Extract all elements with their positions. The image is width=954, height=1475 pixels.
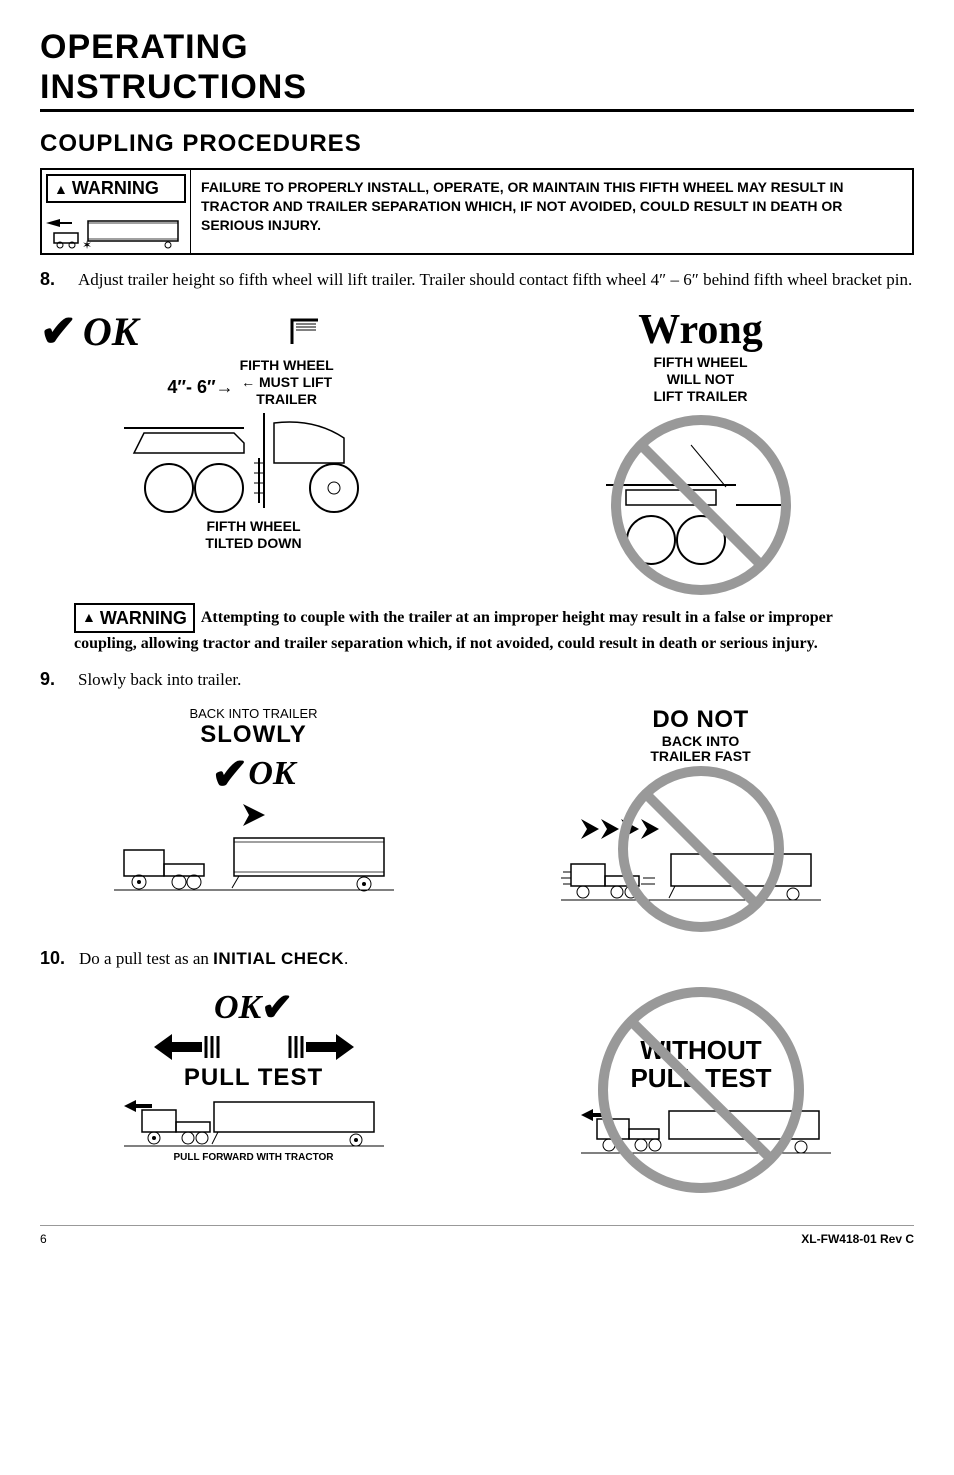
diagram-9-ok: BACK INTO TRAILER SLOWLY ✔ OK xyxy=(40,706,467,935)
diagram-10-ok: OK ✔ PULL TEST PULL FORWARD WITH TRACTOR xyxy=(40,985,467,1195)
wrong-caption-2: WILL NOT xyxy=(487,371,914,388)
step-8-number: 8. xyxy=(40,269,64,292)
ok-bottom-caption-1: FIFTH WHEEL xyxy=(40,518,467,535)
section-subtitle: COUPLING PROCEDURES xyxy=(40,130,914,158)
step-9-text: Slowly back into trailer. xyxy=(78,669,241,692)
page-title-line2: INSTRUCTIONS xyxy=(40,70,914,106)
step-10-number: 10. xyxy=(40,948,65,971)
svg-text:✶: ✶ xyxy=(82,238,92,249)
wrong-caption-1: FIFTH WHEEL xyxy=(487,354,914,371)
check-icon: ✔ xyxy=(40,306,77,357)
diagram-8-ok: ✔ OK 4″- 6″→ FIFTH WHEEL ← MUST LIFT TRA… xyxy=(40,306,467,594)
page-footer: 6 XL-FW418-01 Rev C xyxy=(40,1225,914,1246)
check-icon: ✔ xyxy=(211,749,248,800)
do-not-sub-2: TRAILER FAST xyxy=(487,749,914,764)
pull-forward-caption: PULL FORWARD WITH TRACTOR xyxy=(40,1152,467,1163)
slow-arrow-icon xyxy=(239,800,269,830)
page-title-line1: OPERATING xyxy=(40,30,914,66)
doc-revision: XL-FW418-01 Rev C xyxy=(801,1232,914,1246)
inline-warning-badge: WARNING xyxy=(74,603,195,633)
dimension-label: 4″- 6″→ xyxy=(167,377,233,399)
step-9: 9. Slowly back into trailer. xyxy=(40,669,914,692)
top-warning-box: WARNING ✶ FAILURE TO PROPERLY INSTALL, O… xyxy=(40,168,914,255)
wrong-label: Wrong xyxy=(487,306,914,354)
truck-trailer-slow-diagram xyxy=(114,830,394,900)
prohibit-wrong-height xyxy=(586,405,816,595)
diagram-row-9: BACK INTO TRAILER SLOWLY ✔ OK DO NOT BAC… xyxy=(40,706,914,935)
ok-bottom-caption-2: TILTED DOWN xyxy=(40,535,467,552)
warning-badge: WARNING xyxy=(46,174,186,203)
step-10: 10. Do a pull test as an INITIAL CHECK. xyxy=(40,948,914,971)
diagram-row-10: OK ✔ PULL TEST PULL FORWARD WITH TRACTOR xyxy=(40,985,914,1195)
back-into-trailer-label: BACK INTO TRAILER xyxy=(40,706,467,721)
mid-warning-paragraph: WARNINGAttempting to couple with the tra… xyxy=(74,603,894,655)
title-rule xyxy=(40,109,914,112)
prohibit-fast-back xyxy=(551,764,851,934)
slowly-label: SLOWLY xyxy=(40,721,467,749)
step-8-text: Adjust trailer height so fifth wheel wil… xyxy=(78,269,912,292)
diagram-10-wrong: WITHOUT PULL TEST xyxy=(487,985,914,1195)
diagram-8-wrong: Wrong FIFTH WHEEL WILL NOT LIFT TRAILER xyxy=(487,306,914,594)
trailer-corner-icon xyxy=(288,314,324,350)
ok-label: OK xyxy=(248,755,295,793)
ok-label: OK xyxy=(83,308,139,355)
step-8: 8. Adjust trailer height so fifth wheel … xyxy=(40,269,914,292)
ok-caption-3: TRAILER xyxy=(240,391,334,408)
do-not-sub-1: BACK INTO xyxy=(487,734,914,749)
warning-left-col: WARNING ✶ xyxy=(42,170,191,253)
fifth-wheel-ok-diagram xyxy=(114,408,394,518)
prohibit-without-pull-test: WITHOUT PULL TEST xyxy=(541,985,861,1195)
page-number: 6 xyxy=(40,1232,47,1246)
step-9-number: 9. xyxy=(40,669,64,692)
ok-caption-2: ← MUST LIFT xyxy=(240,374,334,391)
step-10-text: Do a pull test as an INITIAL CHECK. xyxy=(79,948,348,971)
warning-text: FAILURE TO PROPERLY INSTALL, OPERATE, OR… xyxy=(191,170,912,243)
ok-label: OK xyxy=(214,989,261,1027)
check-icon: ✔ xyxy=(261,985,293,1030)
diagram-9-wrong: DO NOT BACK INTO TRAILER FAST xyxy=(487,706,914,935)
ok-caption-1: FIFTH WHEEL xyxy=(240,357,334,374)
pull-arrows-icon xyxy=(154,1030,354,1064)
truck-pull-test-diagram xyxy=(124,1092,384,1152)
truck-separation-icon: ✶ xyxy=(46,209,186,249)
wrong-caption-3: LIFT TRAILER xyxy=(487,388,914,405)
pull-test-label: PULL TEST xyxy=(40,1064,467,1092)
do-not-label: DO NOT xyxy=(487,706,914,734)
diagram-row-8: ✔ OK 4″- 6″→ FIFTH WHEEL ← MUST LIFT TRA… xyxy=(40,306,914,594)
